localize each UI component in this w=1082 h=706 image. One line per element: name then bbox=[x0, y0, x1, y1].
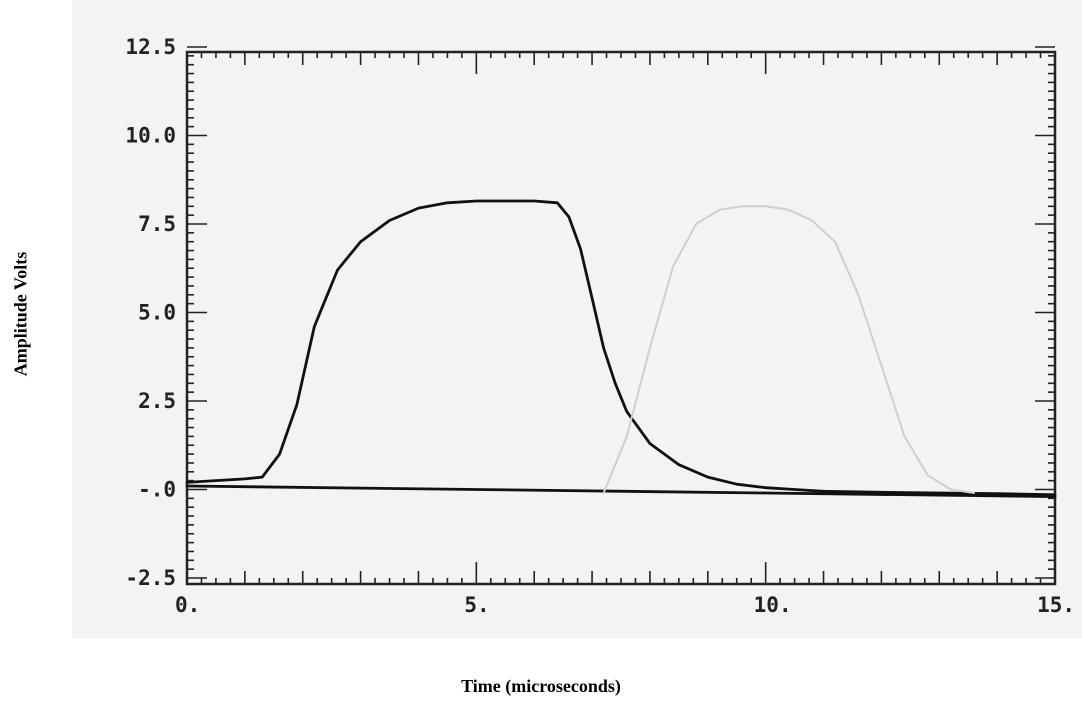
tick-marks bbox=[186, 46, 1056, 584]
y-tick-labels: 12.5 10.0 7.5 5.0 2.5 -.0 -2.5 bbox=[125, 35, 176, 590]
y-tick-label: 10.0 bbox=[125, 124, 176, 148]
y-tick-label: 5.0 bbox=[138, 301, 176, 325]
series-line-2 bbox=[602, 205, 975, 494]
chart-scan-background bbox=[72, 0, 1082, 638]
x-tick-label: 0. bbox=[175, 593, 200, 617]
series-line-0 bbox=[185, 199, 1057, 497]
x-tick-label: 15. bbox=[1037, 593, 1075, 617]
y-tick-label: 7.5 bbox=[138, 212, 176, 236]
y-tick-label: 2.5 bbox=[138, 389, 176, 413]
x-tick-label: 5. bbox=[464, 593, 489, 617]
series-lines bbox=[185, 199, 1057, 498]
x-tick-labels: 0. 5. 10. 15. bbox=[175, 593, 1075, 617]
y-tick-label: 12.5 bbox=[125, 35, 176, 59]
y-tick-label: -2.5 bbox=[125, 566, 176, 590]
x-axis-label: Time (microseconds) bbox=[461, 676, 621, 696]
y-axis-label: Amplitude Volts bbox=[10, 251, 31, 377]
y-tick-label: -.0 bbox=[138, 478, 176, 502]
x-tick-label: 10. bbox=[754, 593, 792, 617]
series-line-1 bbox=[185, 484, 1057, 498]
